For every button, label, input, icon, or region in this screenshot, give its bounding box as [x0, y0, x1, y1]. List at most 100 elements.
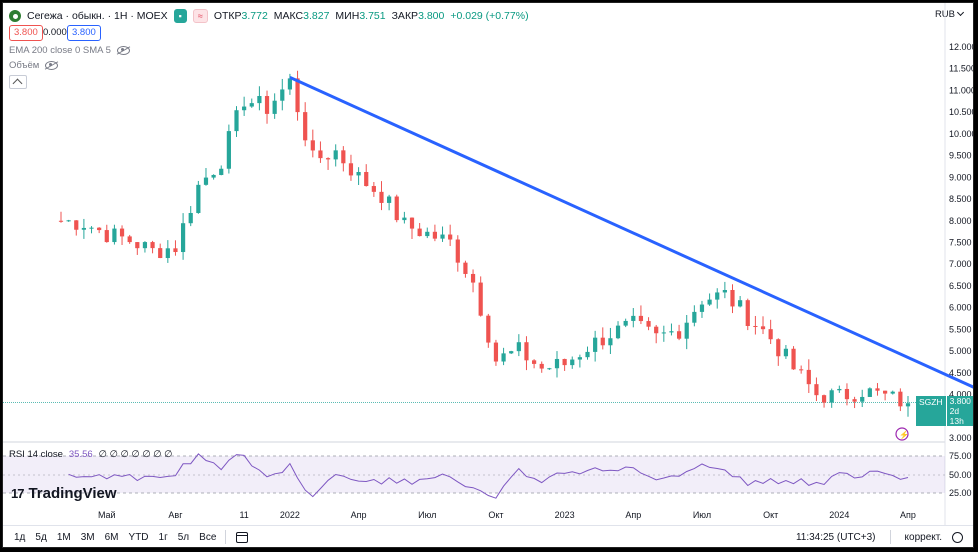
- candle-up: [593, 337, 598, 352]
- candle-down: [539, 363, 544, 369]
- candle-up: [89, 227, 94, 229]
- ohlc-open: ОТКР3.772: [213, 10, 268, 22]
- candle-up: [66, 220, 71, 222]
- ohlc-high: МАКС3.827: [273, 10, 330, 22]
- trendline[interactable]: [289, 76, 973, 394]
- candle-up: [226, 131, 231, 169]
- candle-up: [722, 289, 727, 293]
- candle-down: [814, 384, 819, 396]
- symbol-flag-icon[interactable]: ▪: [173, 9, 187, 23]
- price-tick-label: 6.000: [949, 303, 972, 313]
- hidden-eye-icon[interactable]: [45, 61, 59, 70]
- time-tick-label: Окт: [763, 510, 778, 520]
- settings-icon[interactable]: [952, 531, 963, 543]
- sell-price-button[interactable]: 3.800: [9, 25, 43, 41]
- candle-up: [287, 78, 293, 90]
- time-axis[interactable]: Май Авг 11 2022 Апр Июл Окт 2023 Апр Июл Окт 2024 Ап…: [98, 510, 916, 520]
- timeframe-1y[interactable]: 1г: [158, 531, 168, 543]
- candle-down: [493, 342, 499, 362]
- candle-down: [524, 342, 529, 361]
- volume-indicator-label: Объём: [9, 60, 40, 71]
- candle-up: [516, 342, 521, 352]
- timeframe-1m[interactable]: 1М: [56, 531, 71, 543]
- clock-display[interactable]: 11:34:25 (UTC+3): [795, 531, 876, 543]
- candle-down: [646, 321, 651, 327]
- candle-down: [531, 360, 537, 364]
- candle-down: [173, 248, 178, 253]
- timeframe-5d[interactable]: 5д: [35, 531, 47, 543]
- price-tick-label: 3.000: [949, 433, 972, 443]
- candle-down: [325, 158, 331, 160]
- candle-down: [883, 390, 888, 394]
- price-change: +0.029 (+0.77%): [450, 10, 529, 22]
- price-tick-label: 10.500: [949, 107, 973, 117]
- rsi-axis: 75.00 50.00 25.00: [949, 451, 972, 498]
- price-tick-label: 8.000: [949, 216, 972, 226]
- candle-down: [150, 242, 155, 249]
- timeframe-ytd[interactable]: YTD: [128, 531, 149, 543]
- candle-down: [799, 369, 804, 371]
- rsi-tick-label: 25.00: [949, 488, 972, 498]
- candle-down: [295, 78, 300, 113]
- candle-down: [600, 337, 605, 346]
- candle-up: [211, 174, 216, 178]
- candle-up: [142, 242, 148, 249]
- timeframe-all[interactable]: Все: [199, 531, 217, 543]
- candle-down: [760, 326, 766, 330]
- candle-up: [608, 338, 613, 346]
- candle-down: [852, 399, 857, 402]
- tradingview-logo[interactable]: 17 TradingView: [11, 485, 117, 502]
- lightning-icon[interactable]: [895, 427, 909, 441]
- candle-up: [554, 358, 560, 369]
- candle-up: [257, 96, 262, 104]
- symbol-title[interactable]: Сегежа · обыкн. · 1Н · MOEX: [27, 10, 168, 22]
- tradingview-wordmark: TradingView: [28, 485, 117, 502]
- rsi-indicator-row[interactable]: RSI 14 close 35.56 ∅ ∅ ∅ ∅ ∅ ∅ ∅: [9, 449, 172, 460]
- candle-up: [829, 390, 834, 403]
- candle-down: [341, 150, 346, 164]
- price-chart[interactable]: 12.000 11.500 11.000 10.500 10.000 9.500 9.000…: [3, 3, 973, 525]
- candle-down: [364, 171, 369, 187]
- candle-down: [127, 236, 132, 243]
- timeframe-5y[interactable]: 5л: [177, 531, 190, 543]
- candle-up: [81, 227, 86, 230]
- bottom-toolbar: 1д 5д 1М 3М 6М YTD 1г 5л Все 11:34:25 (U…: [3, 525, 973, 547]
- price-tick-label: 12.000: [949, 42, 973, 52]
- time-tick-label: 2022: [280, 510, 300, 520]
- collapse-legend-button[interactable]: [9, 75, 27, 89]
- timeframe-3m[interactable]: 3М: [80, 531, 95, 543]
- calendar-icon[interactable]: [236, 531, 249, 543]
- adjust-toggle[interactable]: коррект.: [904, 531, 942, 543]
- timeframe-6m[interactable]: 6М: [104, 531, 119, 543]
- buy-price-button[interactable]: 3.800: [67, 25, 101, 41]
- price-tick-label: 11.000: [949, 85, 973, 95]
- tv-mark-icon: 17: [11, 486, 25, 501]
- candle-up: [715, 292, 720, 300]
- candle-down: [409, 217, 415, 229]
- candles-group: [58, 70, 911, 417]
- candle-up: [280, 89, 285, 101]
- candle-up: [669, 331, 674, 333]
- ticker-label: SGZH: [916, 396, 946, 426]
- volume-indicator-row[interactable]: Объём: [9, 60, 59, 71]
- candle-up: [272, 100, 277, 114]
- candle-up: [631, 315, 636, 321]
- hidden-eye-icon[interactable]: [116, 46, 130, 55]
- price-tick-label: 9.000: [949, 172, 972, 182]
- timeframe-1d[interactable]: 1д: [14, 531, 26, 543]
- ohlc-close: ЗАКР3.800: [391, 10, 445, 22]
- price-tick-label: 5.500: [949, 324, 972, 334]
- time-tick-label: Авг: [168, 510, 183, 520]
- candle-down: [58, 220, 64, 222]
- time-tick-label: 2024: [829, 510, 849, 520]
- candle-down: [417, 228, 422, 237]
- price-tick-label: 10.000: [949, 129, 973, 139]
- candle-up: [623, 320, 628, 326]
- ema-indicator-row[interactable]: EMA 200 close 0 SMA 5: [9, 45, 130, 56]
- time-tick-label: Апр: [625, 510, 641, 520]
- candle-down: [158, 248, 163, 259]
- compare-icon[interactable]: ≈: [192, 9, 208, 23]
- rsi-group: [68, 453, 909, 499]
- price-axis[interactable]: 12.000 11.500 11.000 10.500 10.000 9.500 9.000…: [949, 42, 973, 443]
